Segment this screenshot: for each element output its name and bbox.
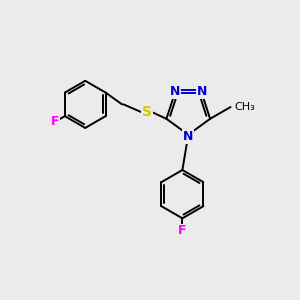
Text: N: N	[169, 85, 180, 98]
Text: S: S	[142, 105, 152, 119]
Text: F: F	[178, 224, 187, 237]
Text: N: N	[196, 85, 207, 98]
Text: CH₃: CH₃	[234, 102, 255, 112]
Text: N: N	[183, 130, 194, 143]
Text: F: F	[51, 115, 59, 128]
